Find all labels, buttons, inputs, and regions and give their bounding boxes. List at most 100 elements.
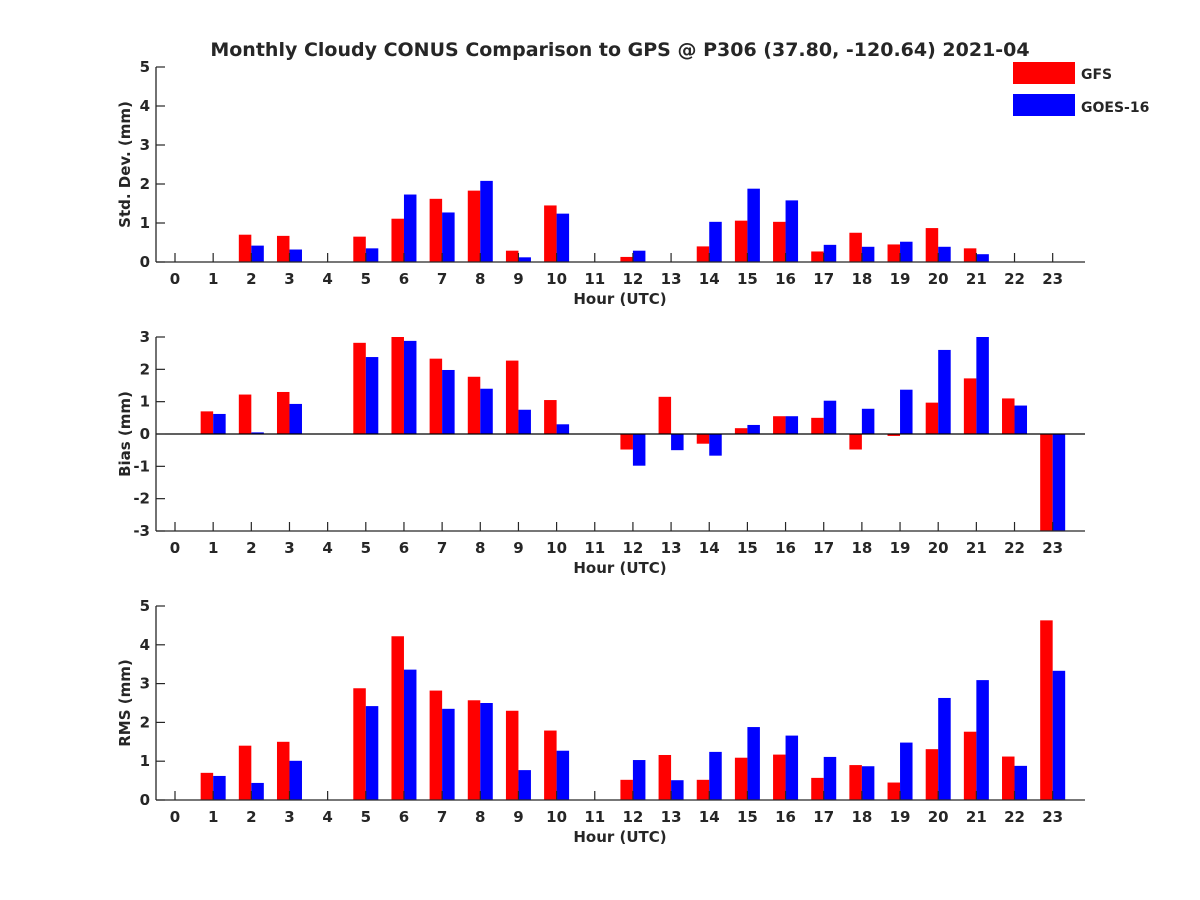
x-tick-label-bias-13: 13	[661, 539, 682, 557]
bar-stddev-goes16-h18	[861, 246, 875, 262]
x-tick-label-rms-10: 10	[546, 808, 567, 826]
x-tick-label-rms-22: 22	[1004, 808, 1025, 826]
x-tick-label-stddev-5: 5	[361, 270, 371, 288]
x-tick-label-stddev-9: 9	[513, 270, 523, 288]
bar-stddev-goes16-h6	[403, 194, 417, 262]
bar-stddev-goes16-h5	[365, 248, 379, 262]
bar-rms-gfs-h17	[811, 777, 824, 800]
bar-stddev-gfs-h20	[925, 228, 939, 262]
x-tick-label-stddev-22: 22	[1004, 270, 1025, 288]
bar-stddev-gfs-h12	[620, 256, 633, 262]
y-tick-label-stddev-1: 1	[140, 214, 150, 232]
y-tick-label-bias-1: 1	[140, 393, 150, 411]
x-tick-label-stddev-7: 7	[437, 270, 447, 288]
y-tick-label-rms-1: 1	[140, 752, 150, 770]
x-tick-label-bias-3: 3	[284, 539, 294, 557]
y-axis-label-bias: Bias (mm)	[116, 391, 134, 477]
bar-bias-gfs-h3	[276, 391, 290, 434]
bar-bias-goes16-h16	[785, 416, 799, 434]
bar-rms-goes16-h12	[632, 760, 646, 800]
y-tick-label-rms-2: 2	[140, 713, 150, 731]
y-tick-label-rms-5: 5	[140, 597, 150, 615]
bar-bias-gfs-h9	[505, 360, 519, 434]
x-tick-label-bias-9: 9	[513, 539, 523, 557]
bar-rms-goes16-h23	[1052, 670, 1066, 800]
x-tick-label-stddev-6: 6	[399, 270, 409, 288]
bar-stddev-gfs-h9	[505, 250, 519, 262]
bar-stddev-goes16-h21	[976, 254, 989, 262]
y-tick-label-rms-0: 0	[140, 791, 150, 809]
bar-rms-gfs-h3	[276, 741, 290, 800]
y-tick-label-stddev-3: 3	[140, 136, 150, 154]
legend-swatch-gfs	[1013, 62, 1075, 84]
legend-label-goes16: GOES-16	[1081, 100, 1149, 116]
bar-rms-goes16-h21	[976, 680, 989, 800]
bar-rms-gfs-h8	[467, 700, 481, 800]
bar-rms-gfs-h13	[658, 754, 672, 800]
bar-stddev-gfs-h14	[696, 246, 710, 262]
bar-stddev-goes16-h15	[747, 188, 760, 262]
x-tick-label-stddev-1: 1	[208, 270, 218, 288]
bar-rms-goes16-h17	[823, 756, 837, 800]
bar-bias-gfs-h8	[467, 376, 481, 434]
bar-bias-gfs-h21	[963, 378, 977, 434]
bar-bias-gfs-h16	[773, 416, 786, 434]
bar-bias-goes16-h17	[823, 400, 837, 434]
bar-rms-gfs-h19	[887, 782, 901, 800]
bar-rms-gfs-h10	[544, 730, 557, 800]
bar-stddev-gfs-h10	[544, 205, 557, 262]
bar-rms-goes16-h8	[480, 703, 493, 800]
bar-bias-goes16-h14	[709, 434, 722, 456]
bar-stddev-goes16-h19	[900, 241, 913, 262]
x-tick-label-rms-20: 20	[928, 808, 949, 826]
bar-stddev-goes16-h3	[289, 249, 302, 262]
bar-stddev-goes16-h14	[709, 221, 722, 262]
legend-swatch-goes16	[1013, 94, 1075, 116]
x-tick-label-stddev-20: 20	[928, 270, 949, 288]
bar-bias-gfs-h12	[620, 434, 633, 450]
bar-rms-gfs-h16	[773, 754, 786, 800]
bar-bias-goes16-h13	[671, 434, 684, 451]
bar-rms-goes16-h19	[900, 742, 913, 800]
bar-stddev-gfs-h15	[734, 220, 748, 262]
y-tick-label-bias--1: -1	[133, 457, 150, 475]
bar-rms-goes16-h15	[747, 727, 760, 800]
bar-bias-gfs-h1	[200, 411, 214, 434]
x-tick-label-bias-1: 1	[208, 539, 218, 557]
legend-label-gfs: GFS	[1081, 67, 1112, 83]
bar-bias-goes16-h20	[938, 349, 951, 434]
bar-bias-goes16-h12	[632, 434, 646, 466]
x-tick-label-rms-2: 2	[246, 808, 256, 826]
bar-rms-goes16-h18	[861, 766, 875, 800]
x-tick-label-bias-17: 17	[813, 539, 834, 557]
x-tick-label-bias-8: 8	[475, 539, 485, 557]
bar-rms-goes16-h9	[518, 770, 531, 800]
x-tick-label-rms-12: 12	[622, 808, 643, 826]
x-tick-label-rms-14: 14	[699, 808, 720, 826]
bar-bias-gfs-h7	[429, 358, 443, 434]
y-tick-label-bias--2: -2	[133, 490, 150, 508]
x-tick-label-rms-15: 15	[737, 808, 758, 826]
bar-bias-gfs-h13	[658, 396, 672, 434]
bar-bias-goes16-h1	[213, 413, 226, 434]
bar-stddev-gfs-h6	[391, 218, 404, 262]
x-axis-label-rms: Hour (UTC)	[573, 828, 666, 846]
bar-bias-goes16-h3	[289, 403, 302, 434]
bar-rms-goes16-h20	[938, 697, 951, 800]
x-axis-label-stddev: Hour (UTC)	[573, 290, 666, 308]
bar-bias-gfs-h23	[1040, 434, 1053, 531]
bar-bias-goes16-h2	[251, 432, 264, 434]
x-tick-label-bias-20: 20	[928, 539, 949, 557]
x-tick-label-bias-5: 5	[361, 539, 371, 557]
y-tick-label-stddev-2: 2	[140, 175, 150, 193]
bar-stddev-gfs-h5	[353, 236, 366, 262]
bar-stddev-goes16-h2	[251, 245, 264, 262]
bar-rms-goes16-h1	[213, 775, 226, 800]
bar-rms-gfs-h6	[391, 636, 404, 800]
bar-rms-gfs-h18	[849, 765, 862, 800]
bar-rms-gfs-h12	[620, 779, 633, 800]
x-tick-label-stddev-18: 18	[851, 270, 872, 288]
bar-rms-gfs-h2	[238, 745, 252, 800]
bar-bias-gfs-h20	[925, 402, 939, 434]
